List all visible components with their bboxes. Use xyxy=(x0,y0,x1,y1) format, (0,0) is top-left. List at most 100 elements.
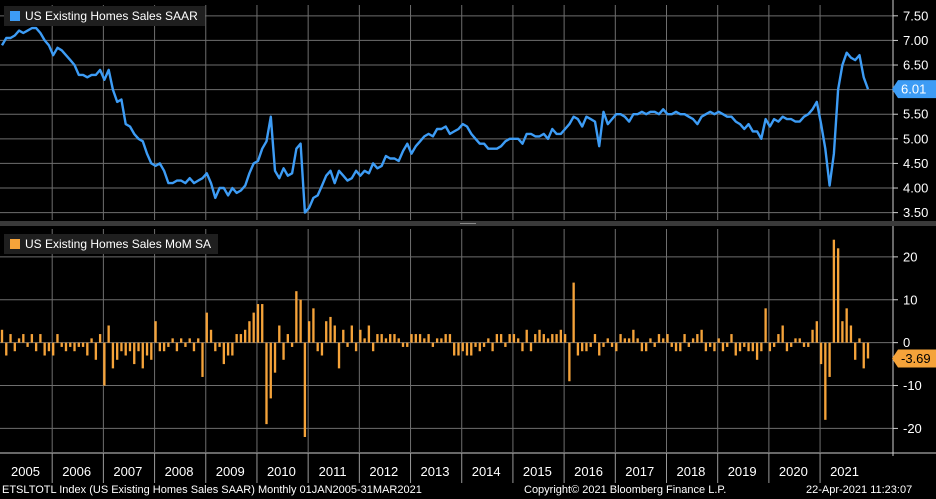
mom-bar xyxy=(423,338,426,343)
mom-bar xyxy=(414,334,417,343)
x-tick-label: 2012 xyxy=(369,464,398,479)
y-tick-label: 4.00 xyxy=(903,181,928,196)
mom-bar xyxy=(832,239,836,343)
legend-swatch-orange xyxy=(10,239,20,249)
mom-bar xyxy=(371,342,375,352)
mom-bar xyxy=(52,342,55,356)
mom-bar xyxy=(252,312,255,343)
mom-bar xyxy=(444,334,447,343)
legend-label: US Existing Homes Sales MoM SA xyxy=(25,237,212,251)
mom-bar xyxy=(862,342,865,369)
mom-bar xyxy=(679,342,682,352)
mom-bar xyxy=(303,342,307,437)
x-tick-label: 2021 xyxy=(830,464,859,479)
mom-bar xyxy=(491,342,494,352)
mom-bar xyxy=(342,329,345,343)
mom-bar xyxy=(367,325,371,343)
bottom-panel-grid xyxy=(0,229,893,452)
mom-bar xyxy=(427,334,430,343)
x-tick-label: 2016 xyxy=(574,464,603,479)
mom-bar xyxy=(120,342,123,352)
mom-bar xyxy=(555,334,558,343)
mom-bar xyxy=(461,342,464,352)
mom-bar xyxy=(751,342,754,352)
mom-bar xyxy=(568,342,571,382)
mom-bar xyxy=(657,334,661,343)
mom-bar xyxy=(815,321,818,343)
mom-bar xyxy=(111,342,115,369)
mom-bar xyxy=(162,342,166,352)
axes xyxy=(0,0,936,456)
mom-bar xyxy=(184,342,187,347)
mom-bar xyxy=(777,334,780,343)
mom-bar xyxy=(350,325,353,343)
mom-bar xyxy=(836,248,840,343)
mom-bar xyxy=(551,334,554,343)
chart-area: 3.504.004.505.005.506.006.507.007.50 -20… xyxy=(0,0,936,483)
mom-bar xyxy=(235,334,238,343)
mom-bar xyxy=(581,342,584,352)
mom-bar xyxy=(645,342,648,352)
mom-bar xyxy=(559,329,563,343)
mom-bar xyxy=(256,304,260,343)
mom-bar xyxy=(154,321,157,343)
mom-bar xyxy=(683,334,686,343)
mom-bar xyxy=(849,325,853,343)
mom-bar xyxy=(704,342,708,352)
mom-bar xyxy=(431,342,435,347)
mom-bar xyxy=(64,342,68,352)
mom-bar xyxy=(713,342,716,352)
mom-bar xyxy=(39,334,42,343)
y-tick-label: 0 xyxy=(903,335,910,350)
mom-bar xyxy=(273,342,277,373)
mom-bar xyxy=(585,342,588,352)
mom-bar xyxy=(785,342,789,352)
mom-bar xyxy=(295,291,298,343)
x-tick-label: 2018 xyxy=(676,464,705,479)
y-tick-label: 5.50 xyxy=(903,107,928,122)
mom-bar xyxy=(5,342,8,356)
mom-bar xyxy=(542,334,545,343)
top-y-axis: 3.504.004.505.005.506.006.507.007.50 xyxy=(893,8,928,220)
mom-bar xyxy=(56,334,59,343)
mom-bar xyxy=(197,338,200,343)
last-value-text: -3.69 xyxy=(901,351,931,366)
mom-bar xyxy=(610,342,614,347)
mom-bar xyxy=(103,342,106,386)
mom-bar xyxy=(512,334,516,343)
top-legend: US Existing Homes Sales SAAR xyxy=(4,6,205,26)
mom-bar xyxy=(312,308,315,343)
mom-bar xyxy=(261,304,264,343)
legend-swatch-blue xyxy=(10,11,20,21)
mom-bar xyxy=(406,342,409,347)
mom-bar xyxy=(325,321,328,343)
mom-bar xyxy=(790,342,793,347)
mom-bar xyxy=(828,342,831,377)
mom-bar xyxy=(346,342,349,347)
mom-bar xyxy=(435,338,439,343)
mom-bar xyxy=(73,342,76,352)
bottom-legend: US Existing Homes Sales MoM SA xyxy=(4,234,219,254)
mom-bar xyxy=(22,334,25,343)
mom-bar xyxy=(389,334,392,343)
mom-bar xyxy=(98,334,102,343)
mom-bar xyxy=(743,342,746,347)
mom-bar xyxy=(248,321,251,343)
mom-bar xyxy=(86,342,89,356)
mom-bar xyxy=(866,342,870,359)
mom-bar xyxy=(286,334,289,343)
mom-bar xyxy=(320,342,324,356)
mom-bar xyxy=(632,329,635,343)
y-tick-label: -20 xyxy=(903,421,922,436)
x-axis: 2005 2006 2007 2008 2009 2010 2011 2012 2013 2014… xyxy=(11,453,859,483)
mom-bar xyxy=(243,329,247,343)
mom-bar xyxy=(640,342,644,352)
sales-line xyxy=(0,26,870,214)
mom-bar xyxy=(589,342,592,347)
mom-bar xyxy=(128,342,132,352)
mom-bar xyxy=(517,338,520,343)
x-tick-label: 2019 xyxy=(728,464,757,479)
mom-bar xyxy=(137,342,140,352)
mom-bar xyxy=(307,321,311,343)
y-tick-label: 20 xyxy=(903,249,917,264)
